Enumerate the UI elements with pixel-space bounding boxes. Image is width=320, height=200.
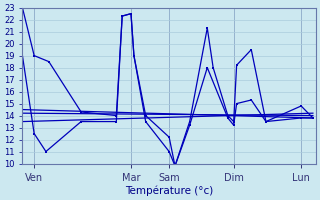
X-axis label: Température (°c): Température (°c) xyxy=(125,185,213,196)
